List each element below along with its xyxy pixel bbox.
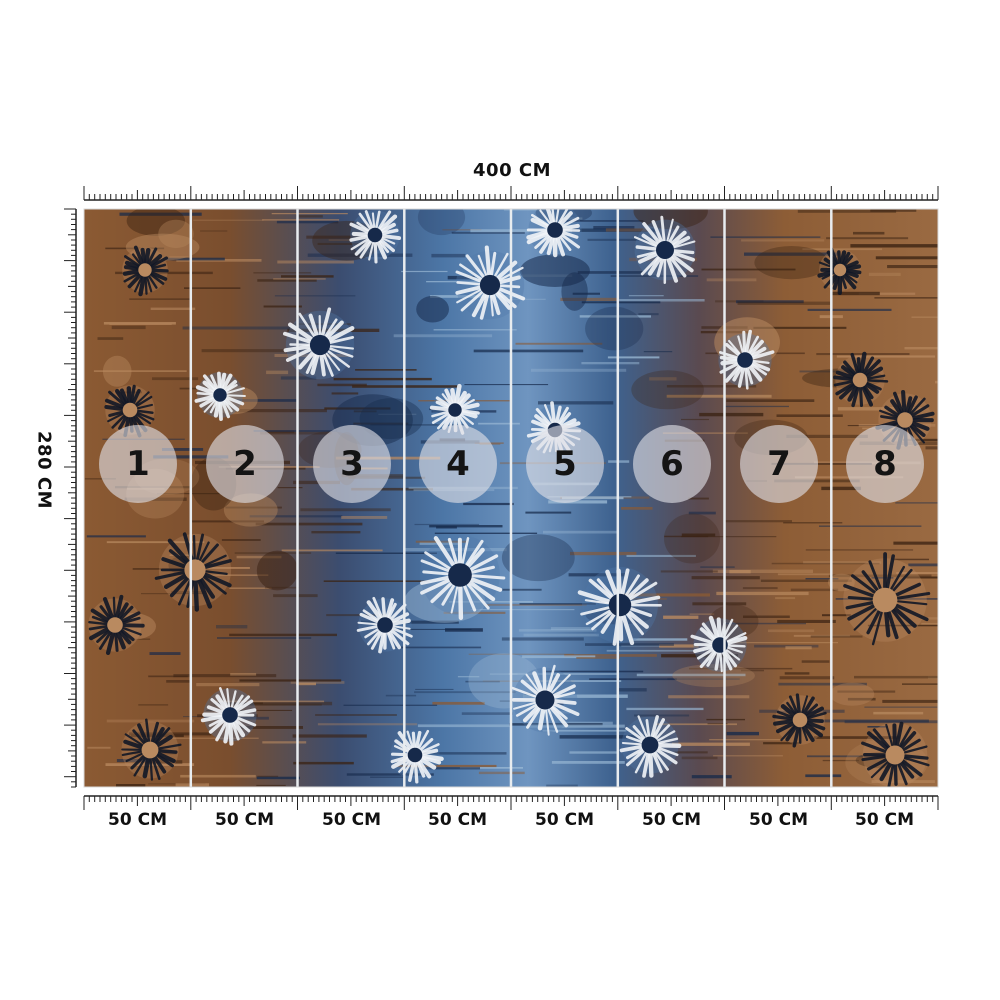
flower-motif — [526, 209, 582, 258]
flower-motif — [154, 532, 232, 612]
panel-number-6: 6 — [633, 425, 711, 503]
flower-motif — [200, 687, 257, 746]
panel-dividers — [83, 208, 939, 788]
panel-width-1: 50 CM — [108, 810, 167, 830]
flower-motif — [843, 552, 931, 646]
flower-motif — [420, 535, 506, 620]
flower-motif — [619, 715, 682, 778]
flower-motif — [122, 245, 169, 297]
panel-width-6: 50 CM — [642, 810, 701, 830]
flower-motif — [455, 245, 526, 320]
panel-number-2: 2 — [206, 425, 284, 503]
panel-width-7: 50 CM — [749, 810, 808, 830]
flower-motif — [772, 693, 827, 748]
flower-motif — [861, 721, 930, 787]
panel-width-5: 50 CM — [535, 810, 594, 830]
top-ruler — [83, 186, 939, 201]
panel-number-1: 1 — [99, 425, 177, 503]
panel-width-8: 50 CM — [855, 810, 914, 830]
panel-number-7: 7 — [740, 425, 818, 503]
panel-number-3: 3 — [313, 425, 391, 503]
flower-motif — [349, 210, 402, 264]
flower-motif — [104, 384, 155, 438]
panel-number-8: 8 — [846, 425, 924, 503]
total-width-label: 400 CM — [473, 160, 551, 181]
flower-motif — [88, 594, 145, 656]
flower-motif — [833, 351, 889, 408]
flower-motif — [633, 215, 696, 285]
panel-number-4: 4 — [419, 425, 497, 503]
flower-motif — [817, 247, 862, 296]
flower-motif — [121, 718, 182, 781]
panel-width-3: 50 CM — [322, 810, 381, 830]
bottom-ruler — [83, 795, 939, 810]
flower-motif — [577, 567, 662, 646]
flower-motif — [282, 307, 355, 380]
panel-width-2: 50 CM — [215, 810, 274, 830]
flower-motif — [194, 371, 246, 422]
flower-motif — [511, 664, 580, 736]
flower-pattern — [88, 209, 935, 787]
flower-motif — [390, 729, 444, 784]
flower-motif — [718, 329, 775, 390]
panel-number-5: 5 — [526, 425, 604, 503]
panel-width-4: 50 CM — [428, 810, 487, 830]
left-ruler — [64, 208, 77, 788]
total-height-label: 280 CM — [33, 431, 55, 509]
